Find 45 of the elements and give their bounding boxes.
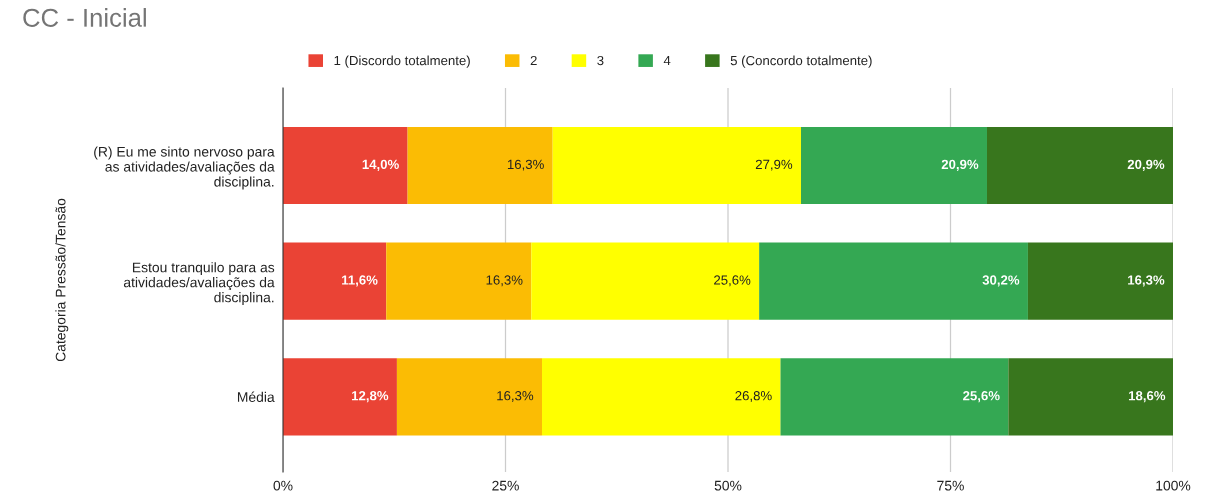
legend-label: 1 (Discordo totalmente) <box>334 55 470 68</box>
y-axis-title: Categoria Pressão/Tensão <box>55 198 69 362</box>
bar <box>759 242 1028 320</box>
bar <box>552 126 801 205</box>
bar <box>396 358 542 436</box>
data-label: 16,3% <box>486 275 523 287</box>
legend-label: 2 <box>530 55 537 66</box>
data-label: 30,2% <box>982 275 1020 287</box>
bar <box>1027 242 1173 320</box>
y-tick-label: (R) Eu me sinto nervoso para as atividades/avaliações da disciplina. <box>94 146 275 190</box>
data-label: 20,9% <box>941 159 979 171</box>
data-label: 11,6% <box>342 275 378 287</box>
x-tick-label: 100% <box>1156 480 1191 491</box>
bar <box>283 358 397 436</box>
data-label: 16,3% <box>497 391 534 402</box>
bar <box>1008 358 1173 436</box>
x-tick-label: 75% <box>937 480 964 491</box>
chart-title: CC - Inicial <box>23 8 146 27</box>
legend-label: 5 (Concordo totalmente) <box>730 55 872 68</box>
bar <box>407 126 553 205</box>
legend-label: 3 <box>597 55 604 66</box>
data-label: 16,3% <box>1128 275 1165 287</box>
data-label: 27,9% <box>755 159 793 171</box>
bar <box>283 126 408 205</box>
data-label: 12,8% <box>352 391 389 403</box>
x-tick-label: 50% <box>714 480 742 491</box>
data-label: 25,6% <box>714 275 751 287</box>
bar <box>541 358 781 436</box>
bar <box>386 242 532 320</box>
legend-label: 4 <box>663 56 671 66</box>
bar <box>800 126 987 205</box>
bar <box>531 242 760 320</box>
y-tick-label: Média <box>237 391 275 402</box>
x-tick-label: 25% <box>492 480 519 491</box>
bar <box>780 358 1009 436</box>
data-label: 26,8% <box>735 391 772 402</box>
data-label: 16,3% <box>507 159 544 171</box>
data-label: 20,9% <box>1127 159 1165 171</box>
data-label: 14,0% <box>362 159 399 171</box>
x-tick-label: 0% <box>273 480 293 491</box>
data-label: 18,6% <box>1128 391 1166 403</box>
y-tick-label: Estou tranquilo para as atividades/avaliações da disciplina. <box>123 262 275 306</box>
bar <box>283 242 387 320</box>
bar <box>986 126 1173 205</box>
data-label: 25,6% <box>963 391 1000 403</box>
